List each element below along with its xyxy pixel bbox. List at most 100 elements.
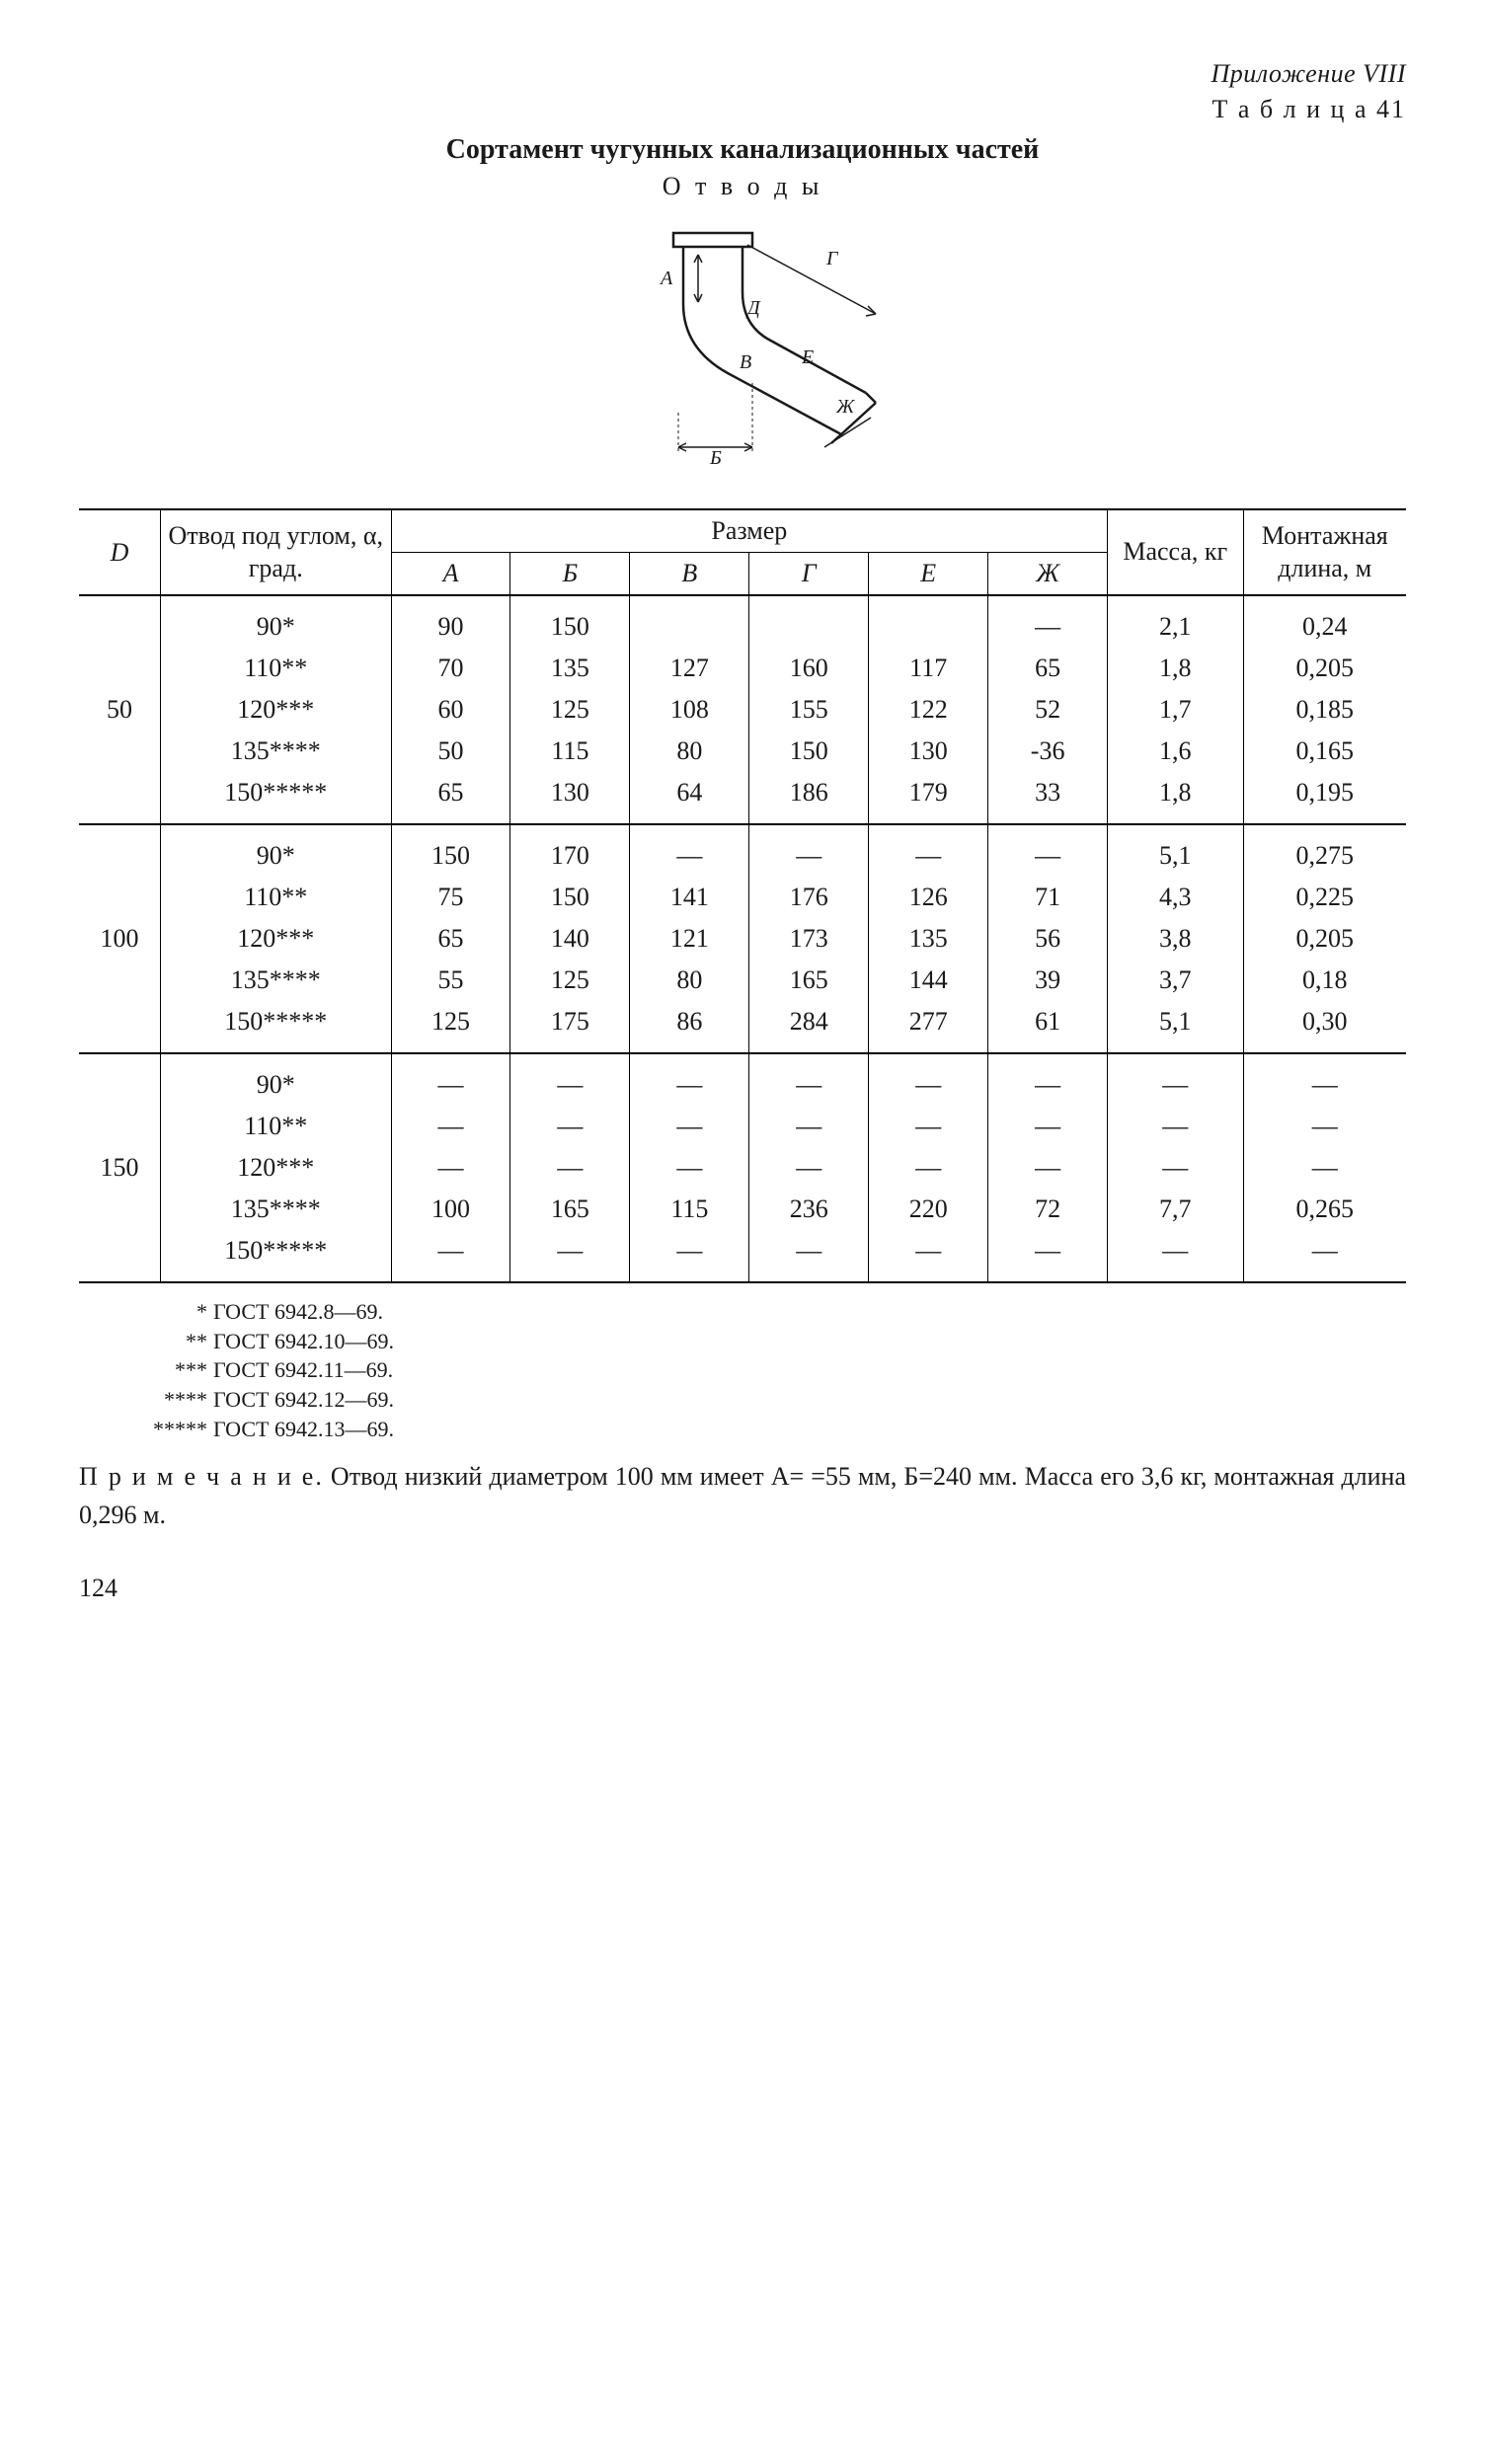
diagram-label-V: В xyxy=(740,351,751,373)
table-row: 10090*150170————5,10,275 xyxy=(79,835,1406,877)
footnote-text: ГОСТ 6942.13—69. xyxy=(213,1415,394,1444)
note-lead: П р и м е ч а н и е. xyxy=(79,1462,324,1491)
table-row: 120***65140121173135563,80,205 xyxy=(79,918,1406,960)
cell-value: 165 xyxy=(510,1189,630,1230)
cell-value: 108 xyxy=(630,689,749,731)
col-header-size-group: Размер xyxy=(391,509,1108,553)
diagram-label-G: Г xyxy=(825,248,839,270)
cell-value: — xyxy=(630,835,749,877)
table-row: 135****5011580150130-361,60,165 xyxy=(79,731,1406,772)
cell-angle: 110** xyxy=(160,648,391,689)
cell-value: 4,3 xyxy=(1108,877,1243,918)
table-body: 5090*90150—2,10,24110**70135127160117651… xyxy=(79,595,1406,1283)
cell-value: 61 xyxy=(988,1001,1108,1042)
table-row: 120***60125108155122521,70,185 xyxy=(79,689,1406,731)
cell-value: — xyxy=(869,1064,988,1106)
cell-D: 100 xyxy=(79,835,160,1042)
cell-value: 0,30 xyxy=(1243,1001,1406,1042)
col-header-B: Б xyxy=(510,553,630,596)
table-number: Т а б л и ц а 41 xyxy=(79,95,1406,124)
cell-value: 5,1 xyxy=(1108,1001,1243,1042)
cell-value: — xyxy=(1108,1230,1243,1271)
cell-value: 3,8 xyxy=(1108,918,1243,960)
cell-value: 52 xyxy=(988,689,1108,731)
cell-value: — xyxy=(630,1064,749,1106)
cell-value: — xyxy=(1108,1147,1243,1189)
cell-value: 0,205 xyxy=(1243,648,1406,689)
cell-value: — xyxy=(1243,1064,1406,1106)
cell-value: 71 xyxy=(988,877,1108,918)
cell-value: 72 xyxy=(988,1189,1108,1230)
table-row: 5090*90150—2,10,24 xyxy=(79,606,1406,648)
cell-value: 64 xyxy=(630,772,749,813)
table-row: 110**75150141176126714,30,225 xyxy=(79,877,1406,918)
cell-value: — xyxy=(1243,1106,1406,1147)
cell-value: 80 xyxy=(630,731,749,772)
cell-value: — xyxy=(749,1147,869,1189)
diagram-label-Zh: Ж xyxy=(835,396,856,418)
cell-value: 0,18 xyxy=(1243,960,1406,1001)
cell-value: 141 xyxy=(630,877,749,918)
page-subtitle: О т в о д ы xyxy=(79,172,1406,201)
page-number: 124 xyxy=(79,1574,1406,1603)
diagram-label-B: Б xyxy=(709,447,722,469)
cell-value: 1,7 xyxy=(1108,689,1243,731)
cell-value: 144 xyxy=(869,960,988,1001)
data-table: D Отвод под углом, α, град. Размер Масса… xyxy=(79,508,1406,1283)
cell-value: 1,6 xyxy=(1108,731,1243,772)
cell-value: 70 xyxy=(391,648,510,689)
cell-value: — xyxy=(391,1064,510,1106)
cell-value: 50 xyxy=(391,731,510,772)
cell-D: 50 xyxy=(79,606,160,813)
footnote-stars: **** xyxy=(138,1385,213,1415)
col-header-angle: Отвод под углом, α, град. xyxy=(160,509,391,595)
cell-angle: 150***** xyxy=(160,1001,391,1042)
col-header-D: D xyxy=(79,509,160,595)
col-header-Zh: Ж xyxy=(988,553,1108,596)
footnote-row: **** ГОСТ 6942.12—69. xyxy=(138,1385,1406,1415)
cell-value: 0,225 xyxy=(1243,877,1406,918)
table-row: 150*****———————— xyxy=(79,1230,1406,1271)
cell-value: 130 xyxy=(869,731,988,772)
cell-value: 277 xyxy=(869,1001,988,1042)
cell-value: — xyxy=(869,1106,988,1147)
col-header-mass: Масса, кг xyxy=(1108,509,1243,595)
cell-value: 90 xyxy=(391,606,510,648)
cell-angle: 90* xyxy=(160,835,391,877)
cell-value: — xyxy=(630,1106,749,1147)
cell-value: — xyxy=(869,1147,988,1189)
cell-value: 7,7 xyxy=(1108,1189,1243,1230)
cell-value: 236 xyxy=(749,1189,869,1230)
cell-value: 100 xyxy=(391,1189,510,1230)
cell-value: — xyxy=(869,835,988,877)
cell-value: 135 xyxy=(869,918,988,960)
footnote-text: ГОСТ 6942.10—69. xyxy=(213,1327,394,1356)
note: П р и м е ч а н и е. Отвод низкий диамет… xyxy=(79,1457,1406,1534)
cell-angle: 120*** xyxy=(160,1147,391,1189)
cell-value: 0,195 xyxy=(1243,772,1406,813)
cell-value: — xyxy=(869,1230,988,1271)
cell-value: 125 xyxy=(510,689,630,731)
col-header-V: В xyxy=(630,553,749,596)
cell-value: 121 xyxy=(630,918,749,960)
cell-value: — xyxy=(1108,1064,1243,1106)
col-header-G: Г xyxy=(749,553,869,596)
cell-value: 125 xyxy=(510,960,630,1001)
cell-value: 5,1 xyxy=(1108,835,1243,877)
cell-value: 86 xyxy=(630,1001,749,1042)
footnote-stars: * xyxy=(138,1297,213,1327)
table-row: 150*****12517586284277615,10,30 xyxy=(79,1001,1406,1042)
cell-value: 65 xyxy=(391,772,510,813)
cell-value: — xyxy=(749,1064,869,1106)
cell-value: 0,165 xyxy=(1243,731,1406,772)
cell-angle: 90* xyxy=(160,606,391,648)
cell-value: 0,24 xyxy=(1243,606,1406,648)
footnote-row: ** ГОСТ 6942.10—69. xyxy=(138,1327,1406,1356)
cell-value: 140 xyxy=(510,918,630,960)
cell-value: — xyxy=(1243,1147,1406,1189)
col-header-A: А xyxy=(391,553,510,596)
cell-angle: 135**** xyxy=(160,960,391,1001)
cell-value: 170 xyxy=(510,835,630,877)
footnote-text: ГОСТ 6942.12—69. xyxy=(213,1385,394,1415)
cell-value: 3,7 xyxy=(1108,960,1243,1001)
